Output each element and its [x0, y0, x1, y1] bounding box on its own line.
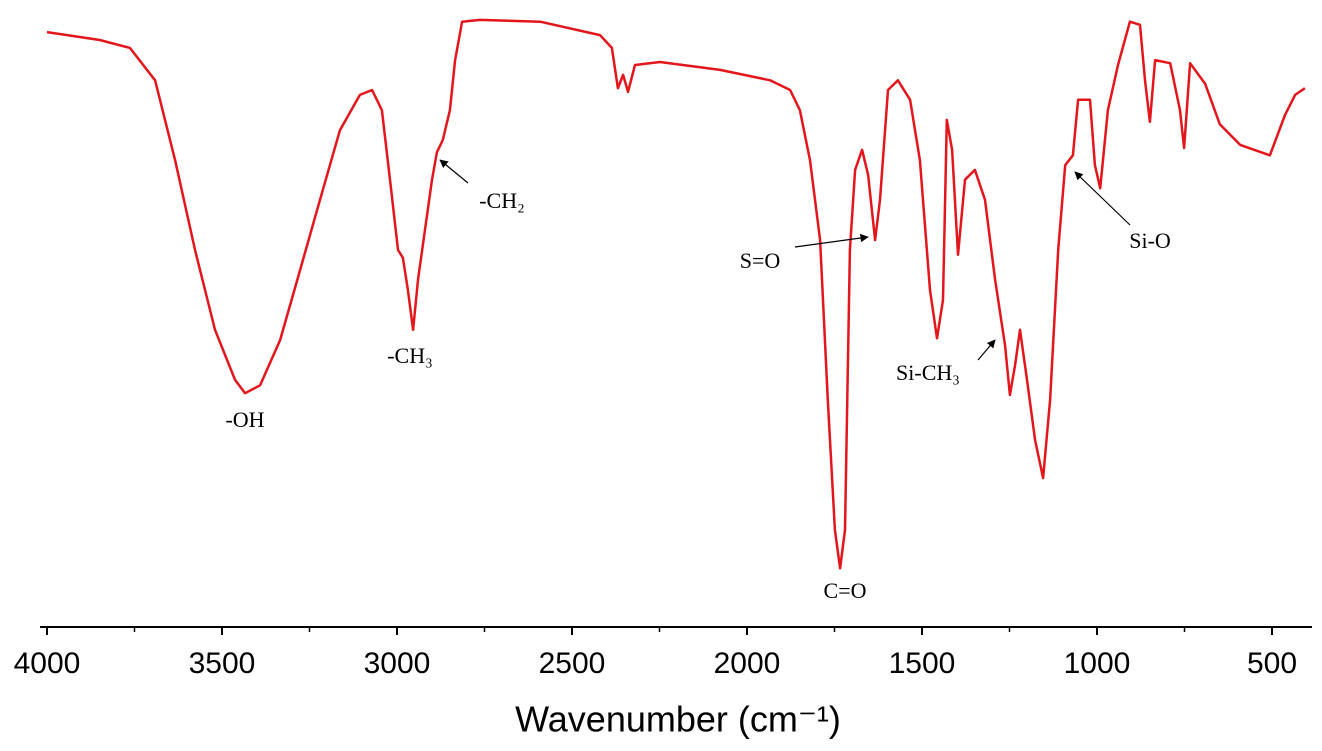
annotation: Si-O [1129, 228, 1171, 253]
annotation-arrow [439, 159, 469, 184]
x-axis-label: Wavenumber (cm⁻¹) [515, 699, 841, 740]
x-tick-label: 4000 [14, 647, 81, 680]
annotation: Si-CH₃ [896, 360, 960, 385]
annotation: -CH₂ [479, 188, 525, 213]
spectrum-line [46, 18, 1306, 570]
annotation-arrow [977, 339, 996, 361]
annotation: C=O [824, 578, 867, 603]
x-tick-label: 3500 [189, 647, 256, 680]
annotation: -CH₃ [387, 343, 433, 368]
x-tick-label: 2500 [539, 647, 606, 680]
x-tick-label: 3000 [364, 647, 431, 680]
annotation-arrow [794, 233, 869, 248]
x-tick-label: 1500 [889, 647, 956, 680]
annotation: S=O [740, 248, 781, 273]
x-tick-label: 1000 [1064, 647, 1131, 680]
annotation-arrow [1074, 171, 1131, 226]
annotation: -OH [225, 407, 264, 432]
x-tick-label: 2000 [714, 647, 781, 680]
x-tick-label: 500 [1247, 647, 1297, 680]
